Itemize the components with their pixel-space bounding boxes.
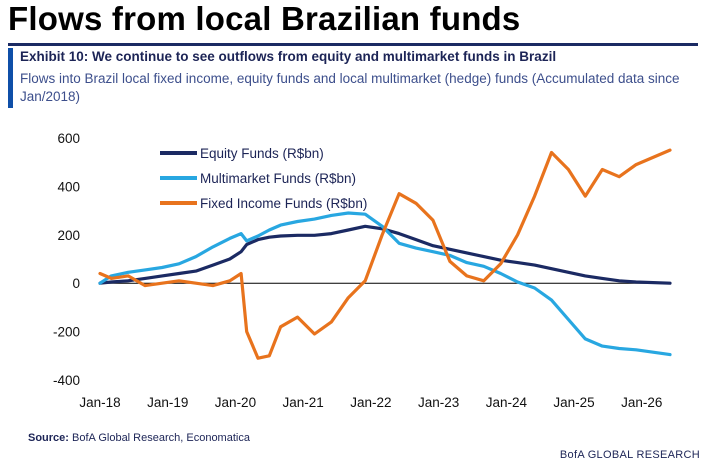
- y-tick-label: -200: [53, 325, 80, 340]
- exhibit-subtitle: Flows into Brazil local fixed income, eq…: [20, 71, 680, 104]
- title-rule: [8, 43, 698, 46]
- y-tick-label: -400: [53, 373, 80, 388]
- source-label: Source:: [28, 432, 69, 444]
- footer-brand: BofA GLOBAL RESEARCH: [559, 449, 700, 461]
- x-tick-label: Jan-19: [147, 395, 188, 410]
- source-text: BofA Global Research, Economatica: [72, 432, 250, 444]
- y-tick-label: 200: [57, 228, 80, 243]
- series-line-3: [98, 148, 672, 360]
- series-line-1: [98, 224, 672, 285]
- page-title: Flows from local Brazilian funds: [8, 0, 521, 37]
- x-tick-label: Jan-23: [418, 395, 459, 410]
- x-tick-label: Jan-21: [283, 395, 324, 410]
- source-note: Source: BofA Global Research, Economatic…: [28, 432, 250, 444]
- legend-label: Equity Funds (R$bn): [200, 146, 324, 161]
- x-tick-label: Jan-20: [215, 395, 256, 410]
- x-tick-label: Jan-22: [350, 395, 391, 410]
- y-tick-label: 600: [57, 131, 80, 146]
- y-tick-label: 400: [57, 179, 80, 194]
- x-tick-label: Jan-25: [553, 395, 594, 410]
- x-tick-label: Jan-26: [621, 395, 662, 410]
- legend-label: Fixed Income Funds (R$bn): [200, 196, 367, 211]
- x-tick-label: Jan-24: [486, 395, 528, 410]
- line-chart: -400 -200 0 200 400 600 Jan-18 Jan-19 Jan-20 Jan-…: [53, 131, 672, 410]
- y-tick-label: 0: [72, 276, 80, 291]
- exhibit-accent-bar: [8, 48, 13, 108]
- legend-label: Multimarket Funds (R$bn): [200, 171, 356, 186]
- exhibit-title: Exhibit 10: We continue to see outflows …: [20, 49, 557, 64]
- x-tick-label: Jan-18: [79, 395, 120, 410]
- series-line-2: [98, 211, 672, 357]
